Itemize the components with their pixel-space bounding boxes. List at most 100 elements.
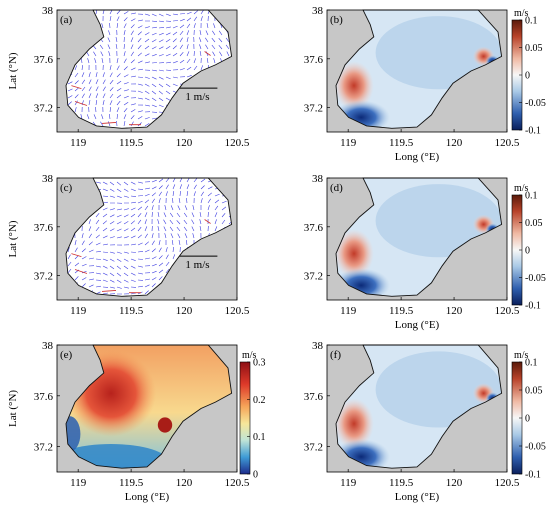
vector-arrow bbox=[88, 219, 91, 225]
y-tick-label: 37.6 bbox=[304, 391, 324, 403]
vector-arrow bbox=[81, 283, 86, 288]
vector-arrow bbox=[151, 26, 157, 29]
vector-arrow bbox=[102, 227, 108, 232]
vector-arrow bbox=[214, 205, 219, 211]
vector-arrow bbox=[116, 94, 122, 99]
vector-arrow bbox=[137, 226, 142, 232]
x-tick-label: 119.5 bbox=[119, 305, 144, 317]
panel-label: (e) bbox=[60, 349, 73, 361]
vector-arrow bbox=[191, 212, 195, 218]
y-tick-label: 38 bbox=[42, 340, 54, 352]
vector-arrow bbox=[95, 181, 101, 184]
vector-arrow bbox=[102, 213, 108, 218]
vector-arrow bbox=[130, 51, 134, 57]
x-tick-label: 120 bbox=[446, 477, 463, 489]
vector-arrow bbox=[123, 265, 129, 270]
vector-arrow bbox=[123, 188, 129, 192]
x-tick-label: 119.5 bbox=[389, 305, 414, 317]
vector-arrow bbox=[199, 44, 202, 50]
vector-arrow bbox=[137, 219, 142, 225]
vector-arrow bbox=[199, 30, 202, 36]
vector-arrow bbox=[144, 104, 150, 107]
vector-arrow bbox=[137, 110, 143, 113]
vector-arrow bbox=[144, 233, 148, 239]
vector-arrow bbox=[116, 113, 118, 120]
vector-arrow bbox=[144, 199, 150, 204]
vector-arrow bbox=[130, 18, 136, 22]
vector-arrow bbox=[151, 263, 157, 267]
vector-arrow bbox=[137, 68, 143, 71]
vector-arrow bbox=[144, 284, 150, 288]
vector-arrow bbox=[192, 233, 195, 239]
vector-arrow bbox=[172, 246, 174, 253]
x-tick-label: 120 bbox=[446, 305, 463, 317]
vector-arrow bbox=[172, 61, 178, 64]
vector-arrow bbox=[165, 268, 170, 274]
colorbar-unit: m/s bbox=[514, 350, 529, 361]
vector-arrow bbox=[130, 220, 135, 225]
vector-arrow bbox=[200, 185, 205, 190]
colorbar-tick-label: -0.1 bbox=[525, 470, 541, 481]
vector-arrow bbox=[137, 195, 144, 197]
vector-arrow bbox=[74, 107, 77, 113]
vector-arrow bbox=[137, 251, 144, 253]
colorbar-tick-label: 0.1 bbox=[525, 191, 538, 202]
vector-arrow bbox=[165, 178, 170, 183]
colorbar-tick-label: 0 bbox=[525, 71, 530, 82]
colorbar-tick-label: 0.05 bbox=[525, 386, 543, 397]
vector-arrow bbox=[81, 263, 87, 267]
vector-arrow bbox=[123, 258, 129, 262]
colorbar-tick-label: -0.05 bbox=[525, 273, 546, 284]
vector-arrow bbox=[88, 241, 93, 246]
vector-arrow bbox=[151, 117, 157, 120]
vector-arrow bbox=[213, 23, 216, 29]
vector-arrow bbox=[151, 69, 157, 72]
vector-arrow bbox=[109, 72, 113, 78]
vector-arrow bbox=[123, 279, 129, 283]
panel-d: (d) 119 119.5 120 120.5 38 37.6 37.2 Long (°E) m/… bbox=[304, 173, 546, 331]
field-shading bbox=[336, 16, 502, 129]
vector-arrow bbox=[172, 31, 178, 36]
sea-area bbox=[66, 178, 232, 297]
vector-arrow bbox=[193, 23, 196, 29]
vector-arrow bbox=[88, 249, 94, 253]
vector-arrow bbox=[137, 213, 142, 218]
vector-arrow bbox=[102, 265, 108, 269]
vector-arrow bbox=[179, 13, 186, 15]
vector-arrow bbox=[88, 79, 92, 85]
vector-arrow bbox=[109, 286, 115, 289]
vector-arrow bbox=[151, 233, 154, 239]
vector-arrow bbox=[178, 198, 181, 204]
vector-arrow bbox=[95, 72, 98, 78]
vector-arrow bbox=[123, 121, 126, 127]
vector-arrow bbox=[130, 181, 136, 185]
vector-arrow bbox=[108, 30, 111, 36]
vector-arrow bbox=[109, 195, 115, 198]
vector-arrow bbox=[186, 23, 191, 29]
vector-arrow bbox=[164, 233, 167, 239]
vector-arrow bbox=[100, 51, 104, 57]
vector-arrow bbox=[144, 83, 150, 87]
vector-arrow bbox=[123, 195, 129, 198]
vector-arrow bbox=[95, 93, 99, 99]
vector-arrow bbox=[123, 114, 127, 120]
vector-arrow bbox=[137, 116, 143, 120]
vector-arrow bbox=[158, 191, 162, 197]
vector-arrow bbox=[200, 65, 203, 71]
y-tick-label: 38 bbox=[312, 340, 324, 352]
vector-arrow bbox=[123, 108, 128, 113]
panel-label: (b) bbox=[330, 14, 343, 26]
vector-arrow bbox=[109, 236, 115, 239]
y-tick-label: 38 bbox=[42, 173, 54, 185]
vector-arrow bbox=[102, 220, 107, 225]
x-tick-label: 120.5 bbox=[495, 137, 520, 149]
vector-arrow bbox=[137, 122, 142, 127]
vector-arrow bbox=[109, 16, 112, 22]
vector-arrow bbox=[116, 100, 121, 106]
vector-arrow bbox=[109, 251, 115, 254]
vector-arrow bbox=[165, 26, 171, 29]
colorbar-unit: m/s bbox=[514, 183, 529, 194]
coastline bbox=[335, 344, 503, 469]
vector-arrow bbox=[67, 95, 73, 99]
